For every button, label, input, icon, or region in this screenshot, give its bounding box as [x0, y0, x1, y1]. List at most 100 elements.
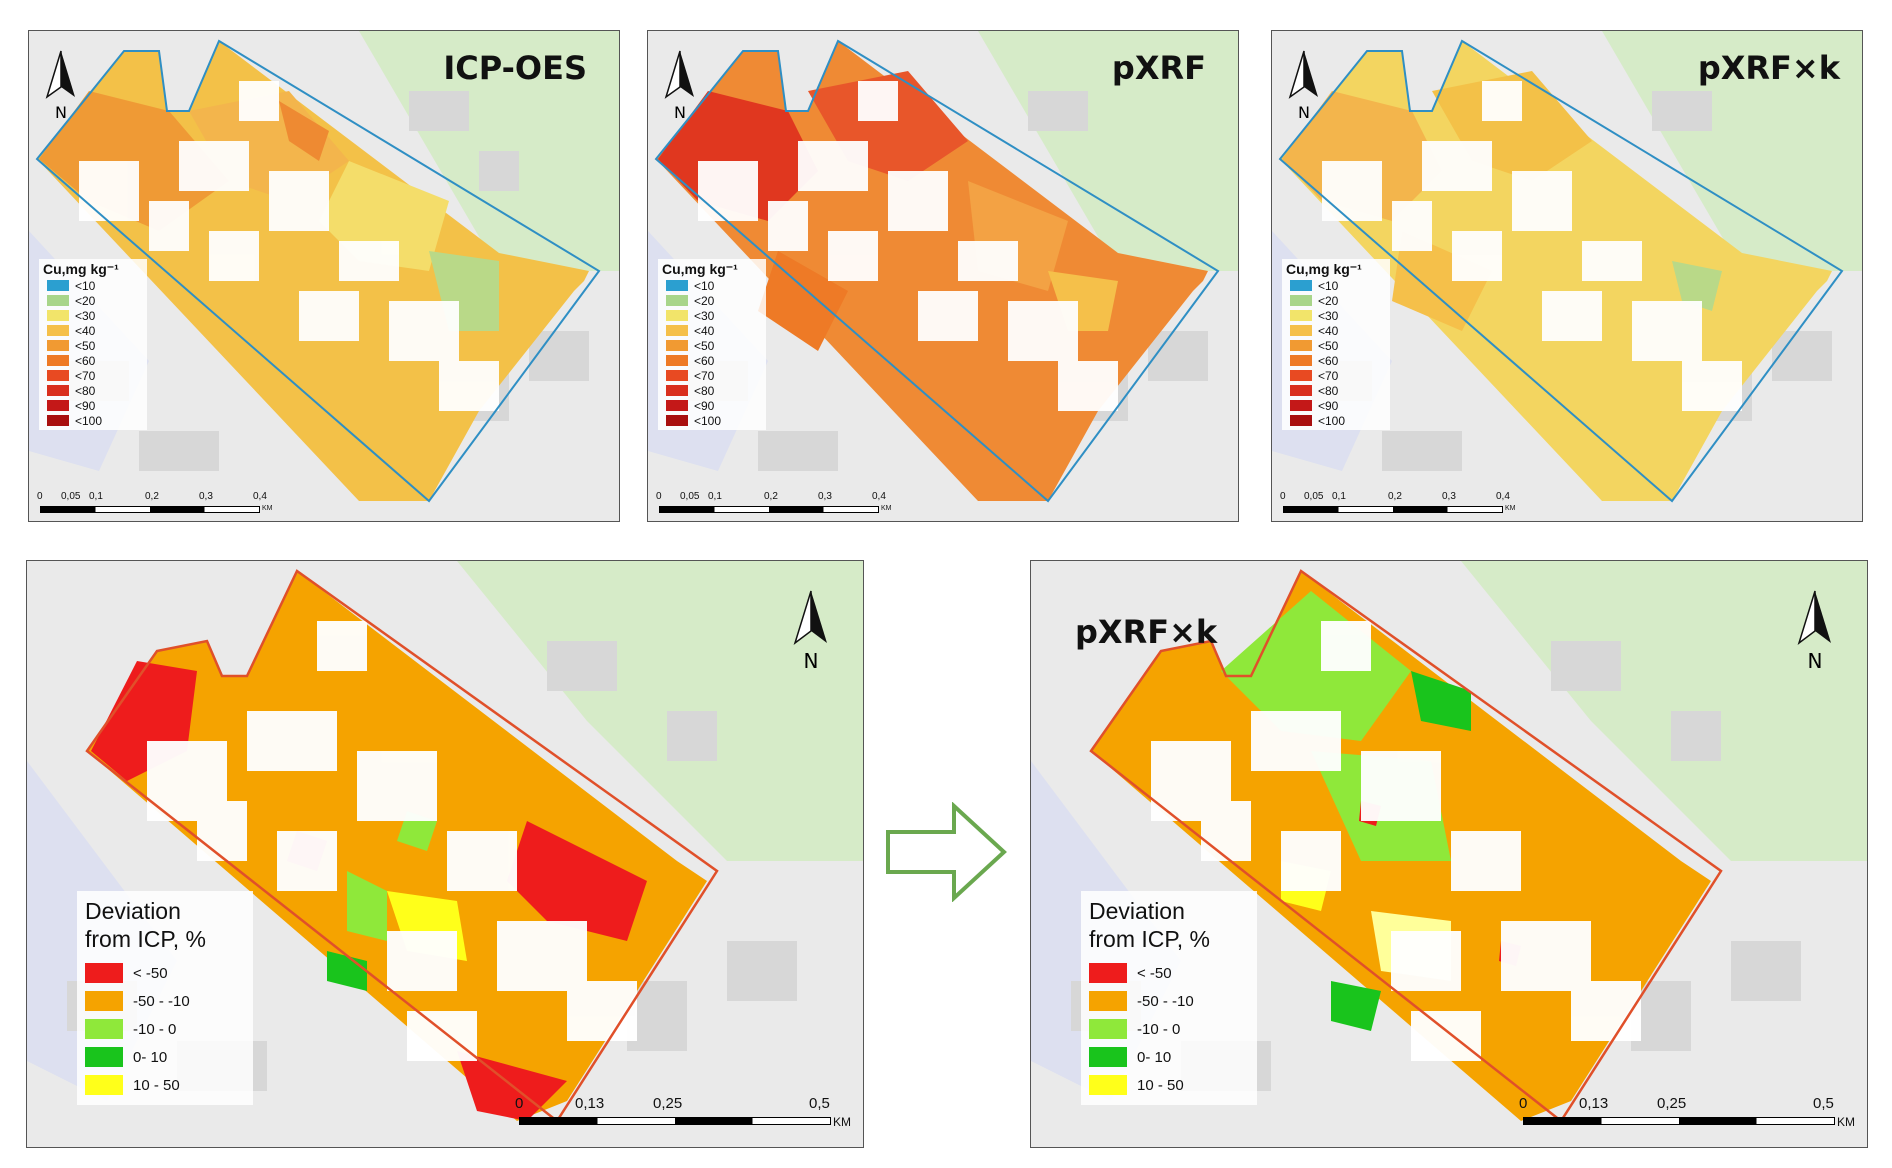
legend-item: <40 [662, 323, 762, 338]
legend-swatch [1290, 400, 1312, 411]
legend-item: <50 [662, 338, 762, 353]
legend-item: <60 [662, 353, 762, 368]
north-label: N [1298, 103, 1310, 122]
scale-bar-graphic [40, 506, 260, 513]
map-canvas [1031, 561, 1867, 1147]
scale-bar-graphic [659, 506, 879, 513]
right-arrow-icon [884, 801, 1008, 903]
deviation-legend: Deviation from ICP, % < -50 -50 - -10 -1… [77, 891, 253, 1105]
legend-swatch [47, 295, 69, 306]
legend-swatch [47, 280, 69, 291]
north-label: N [1807, 649, 1823, 673]
legend-item: -50 - -10 [85, 987, 245, 1015]
legend-item: <30 [1286, 308, 1386, 323]
scale-bar: 0 0,13 0,25 0,5 KM [515, 1095, 860, 1135]
legend-swatch [666, 385, 688, 396]
legend-swatch [85, 1019, 123, 1039]
legend-swatch [47, 370, 69, 381]
legend-item: <70 [43, 368, 143, 383]
cu-legend: Cu,mg kg⁻¹ <10 <20 <30 <40 <50 <60 <70 <… [39, 259, 147, 430]
legend-item: <50 [43, 338, 143, 353]
scale-tick: 0,05 [61, 491, 81, 502]
scale-unit: KM [1505, 505, 1516, 512]
scale-tick: 0,3 [199, 491, 213, 502]
legend-item: <90 [1286, 398, 1386, 413]
legend-swatch [85, 991, 123, 1011]
legend-swatch [1089, 1075, 1127, 1095]
legend-item: 10 - 50 [85, 1071, 245, 1099]
legend-swatch [1290, 355, 1312, 366]
scale-bar: 0 0,05 0,1 0,2 0,3 0,4 KM [656, 491, 896, 517]
legend-swatch [666, 325, 688, 336]
scale-tick: 0,2 [764, 491, 778, 502]
legend-swatch [666, 370, 688, 381]
map-panel-icp-oes: ICP-OES N Cu,mg kg⁻¹ <10 <20 <30 <40 <50… [28, 30, 620, 522]
map-panel-pxrf-k: pXRF×k N Cu,mg kg⁻¹ <10 <20 <30 <40 <50 … [1271, 30, 1863, 522]
scale-tick: 0,05 [1304, 491, 1324, 502]
legend-swatch [47, 355, 69, 366]
legend-swatch [1290, 310, 1312, 321]
scale-bar: 0 0,13 0,25 0,5 KM [1519, 1095, 1864, 1135]
legend-item: < -50 [1089, 959, 1249, 987]
legend-item: <90 [662, 398, 762, 413]
legend-swatch [47, 340, 69, 351]
panel-title: ICP-OES [443, 49, 587, 87]
scale-unit: KM [881, 505, 892, 512]
map-panel-pxrf: pXRF N Cu,mg kg⁻¹ <10 <20 <30 <40 <50 <6… [647, 30, 1239, 522]
map-canvas [27, 561, 863, 1147]
deviation-legend-title-line1: Deviation [85, 898, 181, 924]
scale-tick: 0,2 [1388, 491, 1402, 502]
scale-unit: KM [262, 505, 273, 512]
legend-item: -10 - 0 [85, 1015, 245, 1043]
legend-swatch [666, 340, 688, 351]
scale-tick: 0,1 [1332, 491, 1346, 502]
legend-item: <40 [1286, 323, 1386, 338]
legend-item: <100 [662, 413, 762, 428]
legend-swatch [1290, 295, 1312, 306]
scale-tick: 0,13 [575, 1095, 605, 1112]
scale-tick: 0 [656, 491, 662, 502]
deviation-legend-title-line1: Deviation [1089, 898, 1185, 924]
legend-swatch [1290, 370, 1312, 381]
legend-swatch [1290, 385, 1312, 396]
legend-swatch [85, 963, 123, 983]
legend-item: 0- 10 [85, 1043, 245, 1071]
legend-item: <20 [1286, 293, 1386, 308]
north-arrow-icon: N [660, 49, 700, 122]
legend-item: <80 [1286, 383, 1386, 398]
legend-item: <20 [662, 293, 762, 308]
scale-tick: 0 [37, 491, 43, 502]
scale-unit: KM [1837, 1115, 1855, 1129]
legend-swatch [47, 400, 69, 411]
north-arrow-icon: N [1284, 49, 1324, 122]
scale-tick: 0,1 [89, 491, 103, 502]
scale-tick: 0,3 [818, 491, 832, 502]
cu-legend: Cu,mg kg⁻¹ <10 <20 <30 <40 <50 <60 <70 <… [658, 259, 766, 430]
scale-tick: 0,5 [1813, 1095, 1834, 1112]
scale-bar-graphic [519, 1117, 831, 1125]
legend-item: <70 [662, 368, 762, 383]
legend-item: -50 - -10 [1089, 987, 1249, 1015]
legend-item: <30 [43, 308, 143, 323]
legend-swatch [47, 415, 69, 426]
legend-item: < -50 [85, 959, 245, 987]
legend-swatch [47, 310, 69, 321]
scale-tick: 0,4 [1496, 491, 1510, 502]
legend-item: -10 - 0 [1089, 1015, 1249, 1043]
legend-item: 0- 10 [1089, 1043, 1249, 1071]
legend-item: <50 [1286, 338, 1386, 353]
scale-tick: 0,1 [708, 491, 722, 502]
panel-title: pXRF×k [1075, 613, 1218, 651]
legend-swatch [666, 310, 688, 321]
deviation-legend-title-line2: from ICP, % [1089, 926, 1210, 952]
north-arrow-icon: N [1793, 589, 1837, 673]
legend-item: <70 [1286, 368, 1386, 383]
legend-item: <60 [43, 353, 143, 368]
scale-tick: 0,25 [653, 1095, 683, 1112]
legend-item: <20 [43, 293, 143, 308]
scale-tick: 0 [1519, 1095, 1528, 1112]
scale-tick: 0,4 [253, 491, 267, 502]
legend-swatch [666, 400, 688, 411]
cu-legend-title: Cu,mg kg⁻¹ [43, 261, 119, 277]
north-arrow-icon: N [789, 589, 833, 673]
